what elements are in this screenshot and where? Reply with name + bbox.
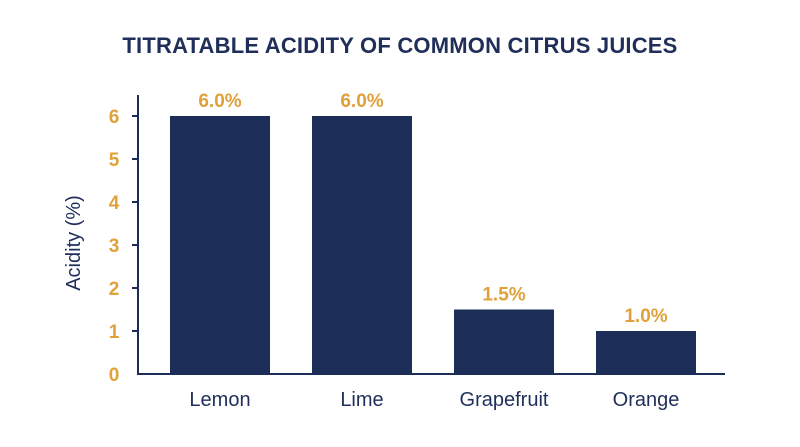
- x-tick-label: Lemon: [189, 389, 250, 411]
- x-tick-label: Grapefruit: [460, 389, 549, 411]
- y-axis-title: Acidity (%): [63, 195, 85, 291]
- data-label: 1.5%: [482, 285, 525, 306]
- y-tick-label: 5: [109, 150, 120, 171]
- x-tick-label: Lime: [340, 389, 383, 411]
- data-label: 6.0%: [340, 91, 383, 112]
- bar-orange: [596, 331, 696, 374]
- bars: [170, 116, 696, 374]
- bar-lemon: [170, 116, 270, 374]
- x-axis-labels: Lemon Lime Grapefruit Orange: [189, 389, 679, 411]
- bar-lime: [312, 116, 412, 374]
- chart-title: TITRATABLE ACIDITY OF COMMON CITRUS JUIC…: [122, 33, 678, 58]
- y-axis-ticks: 0 1 2 3 4 5 6: [109, 107, 138, 386]
- x-tick-label: Orange: [613, 389, 680, 411]
- y-tick-label: 4: [109, 193, 120, 214]
- y-tick-label: 1: [109, 322, 120, 343]
- y-tick-label: 0: [109, 365, 120, 386]
- data-label: 6.0%: [198, 91, 241, 112]
- data-label: 1.0%: [624, 306, 667, 327]
- y-tick-label: 2: [109, 279, 120, 300]
- data-labels: 6.0% 6.0% 1.5% 1.0%: [198, 91, 667, 327]
- y-tick-label: 6: [109, 107, 120, 128]
- y-tick-label: 3: [109, 236, 120, 257]
- bar-grapefruit: [454, 309, 554, 374]
